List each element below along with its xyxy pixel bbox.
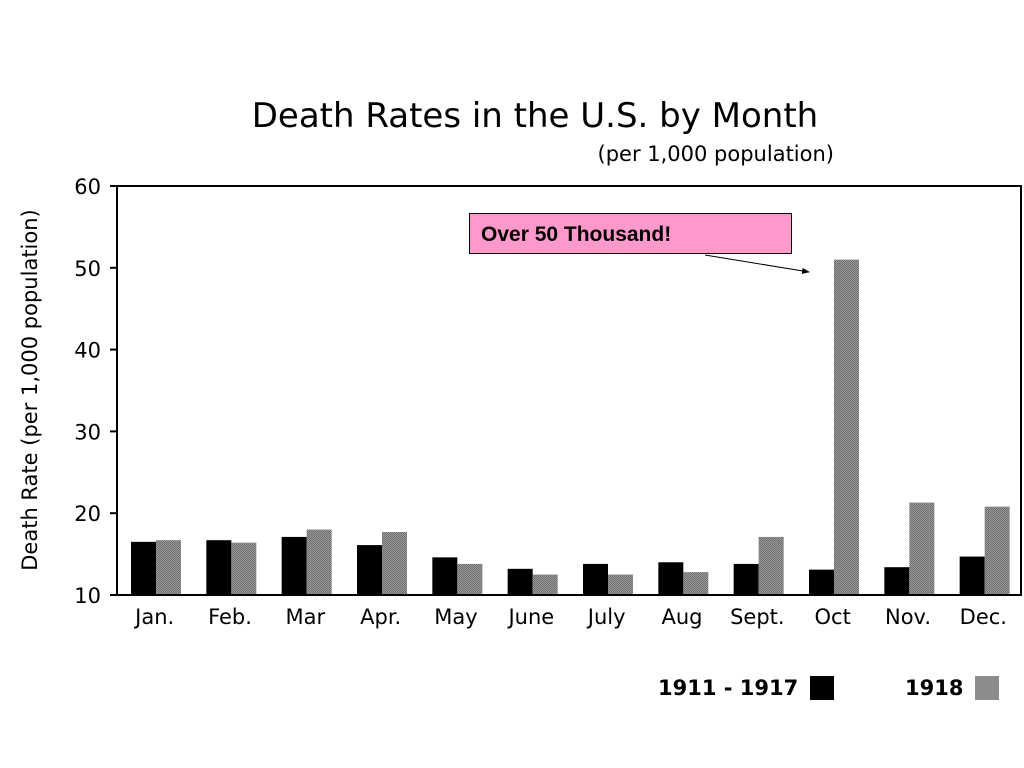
plot-frame <box>116 185 1022 596</box>
y-tick-label: 20 <box>74 502 101 526</box>
x-tick-label: Apr. <box>360 605 401 629</box>
bar-1911-1917-1 <box>206 540 232 595</box>
y-tick-label: 50 <box>74 257 101 281</box>
bars-group <box>131 259 1010 595</box>
bar-1911-1917-2 <box>281 536 307 595</box>
bar-1918-11 <box>984 506 1010 595</box>
x-tick-label: Jan. <box>133 605 174 629</box>
legend-label: 1911 - 1917 <box>658 676 799 700</box>
bar-1911-1917-8 <box>733 563 759 595</box>
bar-1918-0 <box>156 540 181 595</box>
legend-item-1911-1917: 1911 - 1917 <box>658 676 835 700</box>
x-tick-label: Nov. <box>885 605 931 629</box>
y-tick-label: 60 <box>74 175 101 199</box>
bar-1911-1917-9 <box>809 569 834 595</box>
bar-1918-5 <box>532 574 558 595</box>
callout-arrow <box>704 254 810 274</box>
bar-1911-1917-3 <box>357 545 382 595</box>
bar-1918-6 <box>608 574 633 595</box>
legend-label: 1918 <box>905 676 964 700</box>
x-tick-label: June <box>506 605 554 629</box>
bar-1918-10 <box>909 502 935 595</box>
bar-1911-1917-7 <box>658 562 684 595</box>
callout-box: Over 50 Thousand! <box>469 213 792 254</box>
bar-1911-1917-11 <box>959 556 985 595</box>
bar-1911-1917-10 <box>884 567 910 595</box>
chart-title: Death Rates in the U.S. by Month <box>251 96 819 136</box>
legend-swatch-black <box>810 676 835 700</box>
legend-swatch-gray <box>975 676 1000 700</box>
x-tick-label: May <box>434 605 477 629</box>
bar-1918-7 <box>683 572 709 595</box>
bar-1918-1 <box>231 542 257 595</box>
bar-1911-1917-4 <box>432 557 458 595</box>
bar-1918-3 <box>382 532 407 595</box>
x-tick-label: Mar <box>286 605 326 629</box>
bar-1911-1917-6 <box>583 563 608 595</box>
callout-text: Over 50 Thousand! <box>481 223 672 246</box>
bar-1918-4 <box>457 563 483 595</box>
x-tick-label: Sept. <box>730 605 785 629</box>
x-ticks-group: Jan. Feb. Mar Apr. May June July Aug Sept. Oct Nov… <box>133 605 1007 629</box>
bar-1911-1917-5 <box>507 568 533 595</box>
x-tick-label: Oct <box>815 605 851 629</box>
bar-1918-8 <box>758 536 784 595</box>
x-tick-label: Dec. <box>960 605 1007 629</box>
bar-1918-9 <box>834 259 859 595</box>
y-tick-label: 10 <box>74 584 101 608</box>
bar-1911-1917-0 <box>131 541 156 595</box>
x-tick-label: Feb. <box>208 605 252 629</box>
y-tick-label: 40 <box>74 339 101 363</box>
x-tick-label: July <box>586 605 626 629</box>
y-ticks-group: 10 20 30 40 50 60 <box>74 175 117 608</box>
y-tick-label: 30 <box>74 420 101 444</box>
x-tick-label: Aug <box>661 605 702 629</box>
chart-subtitle: (per 1,000 population) <box>597 142 835 166</box>
legend-item-1918: 1918 <box>905 676 1000 700</box>
bar-1918-2 <box>306 529 332 595</box>
